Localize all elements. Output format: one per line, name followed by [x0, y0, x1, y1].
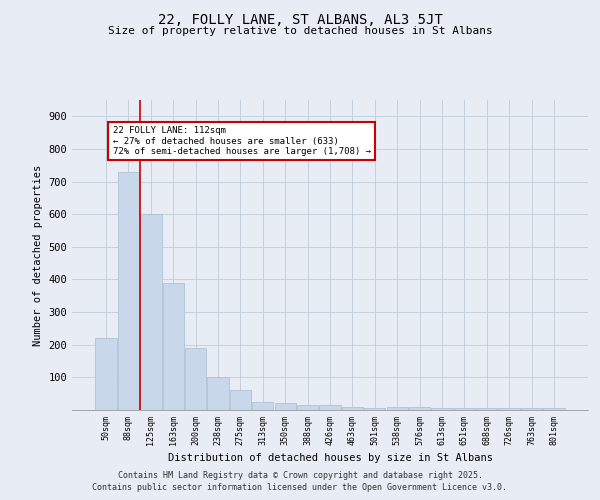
Bar	[476, 408, 497, 410]
Text: Contains HM Land Registry data © Crown copyright and database right 2025.: Contains HM Land Registry data © Crown c…	[118, 471, 482, 480]
Y-axis label: Number of detached properties: Number of detached properties	[33, 164, 43, 346]
Bar	[163, 282, 184, 410]
Bar	[364, 408, 385, 410]
Bar	[297, 405, 318, 410]
Text: 22 FOLLY LANE: 112sqm
← 27% of detached houses are smaller (633)
72% of semi-det: 22 FOLLY LANE: 112sqm ← 27% of detached …	[113, 126, 371, 156]
Bar	[342, 406, 363, 410]
Bar	[208, 378, 229, 410]
Bar	[252, 402, 274, 410]
Bar	[521, 408, 542, 410]
Bar	[386, 406, 408, 410]
Bar	[409, 406, 430, 410]
Bar	[454, 408, 475, 410]
Bar	[185, 348, 206, 410]
Bar	[140, 214, 161, 410]
Bar	[499, 408, 520, 410]
Bar	[275, 404, 296, 410]
Bar	[118, 172, 139, 410]
Bar	[230, 390, 251, 410]
Text: Contains public sector information licensed under the Open Government Licence v3: Contains public sector information licen…	[92, 484, 508, 492]
Bar	[95, 338, 117, 410]
Bar	[319, 405, 341, 410]
Text: Size of property relative to detached houses in St Albans: Size of property relative to detached ho…	[107, 26, 493, 36]
Bar	[431, 408, 452, 410]
Bar	[543, 408, 565, 410]
Text: 22, FOLLY LANE, ST ALBANS, AL3 5JT: 22, FOLLY LANE, ST ALBANS, AL3 5JT	[158, 12, 442, 26]
X-axis label: Distribution of detached houses by size in St Albans: Distribution of detached houses by size …	[167, 453, 493, 463]
